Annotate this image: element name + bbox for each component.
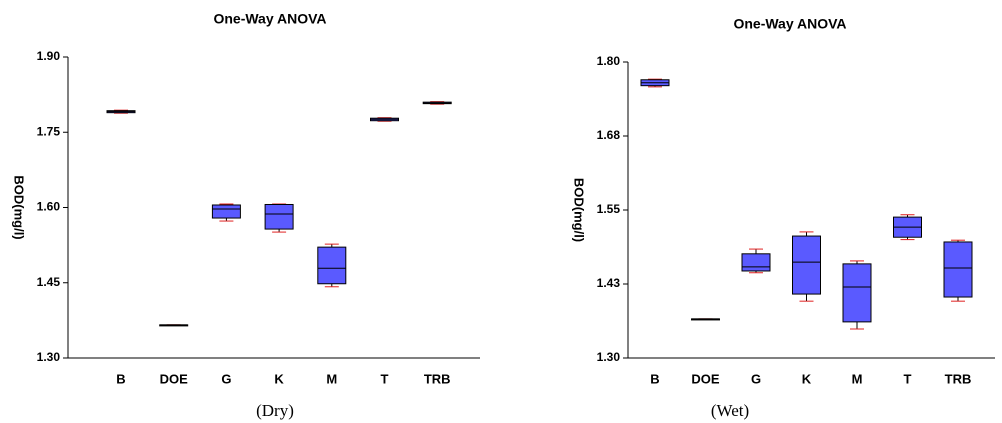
y-tick-label: 1.55 (597, 202, 621, 216)
x-tick-label: M (326, 371, 337, 386)
x-tick-label: TRB (424, 371, 451, 386)
x-tick-label: G (221, 371, 231, 386)
y-tick-label: 1.30 (597, 350, 621, 364)
x-tick-label: TRB (945, 371, 972, 386)
box (943, 241, 973, 298)
y-tick-label: 1.80 (597, 54, 621, 68)
y-tick-label: 1.60 (37, 200, 61, 214)
y-tick-label: 1.90 (37, 49, 61, 63)
x-tick-label: T (904, 371, 912, 386)
box (317, 246, 347, 285)
box (741, 253, 771, 272)
x-tick-label: DOE (160, 371, 189, 386)
y-tick-label: 1.68 (597, 128, 621, 142)
chart-title: One-Way ANOVA (733, 16, 846, 32)
caption: (Dry) (256, 401, 294, 420)
box (264, 203, 294, 230)
box (211, 204, 241, 219)
x-tick-label: DOE (691, 371, 720, 386)
y-tick-label: 1.43 (597, 276, 621, 290)
y-axis-label: BOD(mg/l) (572, 178, 587, 242)
box (792, 235, 821, 295)
x-tick-label: T (381, 371, 389, 386)
box (842, 263, 872, 323)
x-tick-label: K (802, 371, 812, 386)
y-tick-label: 1.75 (37, 124, 61, 138)
x-tick-label: M (852, 371, 863, 386)
x-tick-label: K (274, 371, 284, 386)
x-tick-label: G (751, 371, 761, 386)
y-tick-label: 1.30 (37, 350, 61, 364)
x-tick-label: B (116, 371, 125, 386)
y-tick-label: 1.45 (37, 275, 61, 289)
y-axis-label: BOD(mg/l) (12, 175, 27, 239)
caption: (Wet) (711, 401, 749, 420)
x-tick-label: B (650, 371, 659, 386)
chart-title: One-Way ANOVA (213, 11, 326, 27)
